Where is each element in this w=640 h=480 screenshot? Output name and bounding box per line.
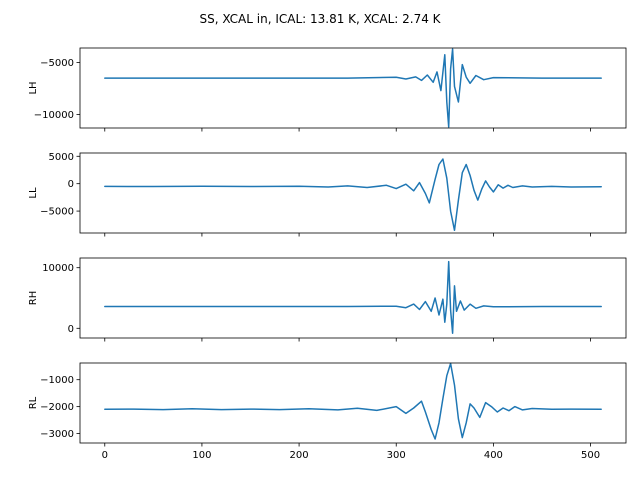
y-tick-label: −2000 — [40, 402, 74, 413]
panel-ll: −5000 0 5000 LL — [28, 152, 627, 237]
panel-rl: −3000 −2000 −1000 0 100 200 300 400 500 RL — [28, 362, 627, 461]
y-tick-label: −1000 — [40, 375, 74, 386]
y-tick-label: 10000 — [42, 263, 74, 274]
x-tick-label: 0 — [102, 450, 108, 461]
y-axis-label: RL — [28, 396, 39, 409]
x-tick-label: 300 — [387, 450, 406, 461]
y-axis-label: LH — [28, 81, 39, 94]
y-tick-label: 0 — [68, 324, 74, 335]
panel-rh: 0 10000 RH — [28, 257, 627, 342]
y-axis-label: LL — [28, 187, 39, 199]
series-line-lh — [104, 48, 602, 128]
chart-title: SS, XCAL in, ICAL: 13.81 K, XCAL: 2.74 K — [199, 12, 441, 26]
axes-frame — [79, 362, 627, 444]
axes-frame — [79, 47, 627, 129]
y-tick-label: −3000 — [40, 429, 74, 440]
x-tick-label: 400 — [484, 450, 503, 461]
axes-frame — [79, 257, 627, 339]
y-tick-label: 0 — [68, 179, 74, 190]
series-line-rl — [104, 362, 602, 440]
x-tick-label: 100 — [192, 450, 211, 461]
x-tick-label: 500 — [581, 450, 600, 461]
x-tick-label: 200 — [290, 450, 309, 461]
y-tick-label: −5000 — [40, 207, 74, 218]
y-tick-label: 5000 — [49, 152, 74, 163]
y-axis-label: RH — [28, 291, 39, 305]
panel-lh: −10000 −5000 LH — [28, 47, 627, 132]
series-line-ll — [104, 158, 602, 232]
y-tick-label: −5000 — [40, 58, 74, 69]
panels: −10000−5000LH−500005000LL010000RH−3000−2… — [28, 47, 627, 461]
series-line-rh — [104, 260, 602, 334]
y-tick-label: −10000 — [34, 110, 74, 121]
axes-frame — [79, 152, 627, 234]
